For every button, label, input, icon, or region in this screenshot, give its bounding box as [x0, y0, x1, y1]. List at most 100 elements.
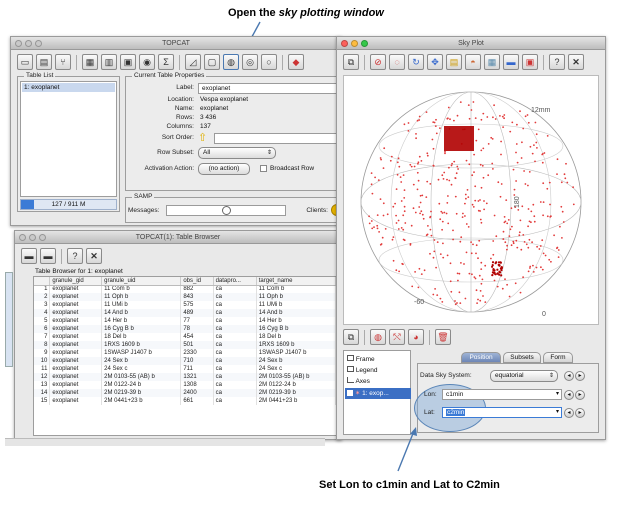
- sky-titlebar[interactable]: Sky Plot: [337, 37, 605, 50]
- delete-layer-icon[interactable]: 🗑: [435, 329, 451, 345]
- close-light-icon[interactable]: [341, 40, 348, 47]
- help-icon[interactable]: ?: [549, 54, 565, 70]
- column-header[interactable]: [34, 277, 51, 286]
- column-header[interactable]: target_name: [256, 277, 336, 286]
- add-pair-layer-icon[interactable]: ⤲: [389, 329, 405, 345]
- add-layer-icon[interactable]: ⧉: [343, 329, 359, 345]
- samp-hub-icon[interactable]: [222, 206, 231, 215]
- lon-field[interactable]: c1min ▾: [442, 389, 562, 400]
- dropdown-arrow-icon[interactable]: ▾: [555, 391, 559, 397]
- sky-point: [464, 297, 467, 300]
- lat-field[interactable]: c2min ▾: [442, 407, 562, 418]
- label-field[interactable]: exoplanet: [198, 83, 338, 94]
- color-icon[interactable]: ▣: [522, 54, 538, 70]
- close-light-icon[interactable]: [15, 40, 22, 47]
- close-icon[interactable]: ✕: [86, 248, 102, 264]
- table-row[interactable]: 5 exoplanet 14 Her b 77 ca 14 Her b: [34, 317, 336, 325]
- close-icon[interactable]: ✕: [568, 54, 584, 70]
- table-row[interactable]: 3 exoplanet 11 UMi b 575 ca 11 UMi b: [34, 301, 336, 309]
- column-header[interactable]: granule_uid: [101, 277, 182, 286]
- column-header[interactable]: datapro...: [213, 277, 257, 286]
- columns-icon[interactable]: ▥: [101, 54, 117, 70]
- layer-item-legend[interactable]: Legend: [347, 366, 378, 374]
- table-list-item[interactable]: 1: exoplanet: [22, 83, 115, 92]
- table-row[interactable]: 4 exoplanet 14 And b 489 ca 14 And b: [34, 309, 336, 317]
- sort-direction-icon[interactable]: ⇧: [198, 132, 208, 144]
- histogram-icon[interactable]: ◿: [185, 54, 201, 70]
- next-arrow-icon[interactable]: ▸: [575, 371, 585, 381]
- column-header[interactable]: obs_id: [180, 277, 214, 286]
- table-row[interactable]: 12 exoplanet 2M 0103-55 (AB) b 1321 ca 2M 010…: [34, 373, 336, 381]
- sky-grid-icon[interactable]: ▦: [484, 54, 500, 70]
- minimize-light-icon[interactable]: [25, 40, 32, 47]
- subsets-icon[interactable]: ▣: [120, 54, 136, 70]
- cube-plot-icon[interactable]: ◎: [242, 54, 258, 70]
- activation-icon[interactable]: ◉: [139, 54, 155, 70]
- layer-checkbox[interactable]: [347, 390, 353, 397]
- table-row[interactable]: 2 exoplanet 11 Oph b 843 ca 11 Oph b: [34, 293, 336, 301]
- zoom-light-icon[interactable]: [35, 40, 42, 47]
- activation-button[interactable]: (no action): [198, 163, 250, 175]
- help-icon[interactable]: ?: [67, 248, 83, 264]
- zoom-light-icon[interactable]: [361, 40, 368, 47]
- sphere-plot-icon[interactable]: ○: [261, 54, 277, 70]
- layer-item-exoplanet[interactable]: ✶ 1: exop...: [345, 388, 411, 399]
- layer-item-axes[interactable]: Axes: [347, 377, 370, 385]
- save-table-icon[interactable]: ▤: [36, 54, 52, 70]
- tab-position[interactable]: Position: [461, 352, 501, 363]
- sky-system-select[interactable]: equatorial ⇕: [490, 370, 558, 382]
- topcat-titlebar[interactable]: TOPCAT: [11, 37, 341, 50]
- row-subset-select[interactable]: All ⇕: [198, 147, 276, 159]
- load-table-icon[interactable]: ▭: [17, 54, 33, 70]
- next-arrow-icon[interactable]: ▸: [575, 390, 585, 400]
- export-icon[interactable]: ▤: [446, 54, 462, 70]
- table-row[interactable]: 13 exoplanet 2M 0122-24 b 1308 ca 2M 0122-24 …: [34, 381, 336, 389]
- table-row[interactable]: 1 exoplanet 11 Com b 882 ca 11 Com b: [34, 285, 336, 293]
- table-row[interactable]: 6 exoplanet 16 Cyg B b 78 ca 16 Cyg B b: [34, 325, 336, 333]
- browser-titlebar[interactable]: TOPCAT(1): Table Browser: [15, 231, 341, 244]
- broadcast-checkbox[interactable]: [260, 165, 267, 172]
- replot-icon[interactable]: ⧉: [343, 54, 359, 70]
- table-row[interactable]: 15 exoplanet 2M 0441+23 b 661 ca 2M 0441+23 b: [34, 397, 336, 405]
- table-row[interactable]: 7 exoplanet 18 Del b 454 ca 18 Del b: [34, 333, 336, 341]
- sky-point: [422, 217, 425, 220]
- minimize-light-icon[interactable]: [29, 234, 36, 241]
- column-header[interactable]: granule_gid: [49, 277, 103, 286]
- sky-plot-icon[interactable]: ◍: [223, 54, 239, 70]
- prev-arrow-icon[interactable]: ◂: [564, 371, 574, 381]
- table-row[interactable]: 14 exoplanet 2M 0219-39 b 2400 ca 2M 0219-39 …: [34, 389, 336, 397]
- hips-icon[interactable]: ◓: [465, 54, 481, 70]
- table-row[interactable]: 8 exoplanet 1RXS 1609 b 501 ca 1RXS 1609 b: [34, 341, 336, 349]
- browser-tool-icon[interactable]: ▬: [21, 248, 37, 264]
- statistics-icon[interactable]: Σ: [158, 54, 174, 70]
- table-browser-icon[interactable]: ▦: [82, 54, 98, 70]
- minimize-light-icon[interactable]: [351, 40, 358, 47]
- tab-subsets[interactable]: Subsets: [503, 352, 541, 363]
- add-position-layer-icon[interactable]: ◍: [370, 329, 386, 345]
- browser-tool-icon[interactable]: ▬: [40, 248, 56, 264]
- sort-order-field[interactable]: [214, 133, 338, 144]
- zoom-light-icon[interactable]: [39, 234, 46, 241]
- add-area-layer-icon[interactable]: ◕: [408, 329, 424, 345]
- sky-plot-canvas[interactable]: 12mm 180 -60 0: [343, 75, 599, 325]
- tree-icon[interactable]: ⑂: [55, 54, 71, 70]
- sky-point: [475, 244, 478, 247]
- tab-form[interactable]: Form: [543, 352, 573, 363]
- table-row[interactable]: 9 exoplanet 1SWASP J1407 b 2330 ca 1SWASP J14…: [34, 349, 336, 357]
- dropdown-arrow-icon[interactable]: ▾: [555, 409, 559, 415]
- side-scroll-strip[interactable]: [5, 272, 13, 367]
- zoom-icon[interactable]: ⊘: [370, 54, 386, 70]
- subset-draw-icon[interactable]: ◌: [389, 54, 405, 70]
- navigate-icon[interactable]: ✥: [427, 54, 443, 70]
- layer-icon[interactable]: ▬: [503, 54, 519, 70]
- layer-item-frame[interactable]: Frame: [347, 355, 375, 363]
- resize-icon[interactable]: ↻: [408, 54, 424, 70]
- prev-arrow-icon[interactable]: ◂: [564, 390, 574, 400]
- table-row[interactable]: 11 exoplanet 24 Sex c 711 ca 24 Sex c: [34, 365, 336, 373]
- table-row[interactable]: 10 exoplanet 24 Sex b 710 ca 24 Sex b: [34, 357, 336, 365]
- next-arrow-icon[interactable]: ▸: [575, 408, 585, 418]
- match-icon[interactable]: ◆: [288, 54, 304, 70]
- plane-plot-icon[interactable]: ▢: [204, 54, 220, 70]
- prev-arrow-icon[interactable]: ◂: [564, 408, 574, 418]
- close-light-icon[interactable]: [19, 234, 26, 241]
